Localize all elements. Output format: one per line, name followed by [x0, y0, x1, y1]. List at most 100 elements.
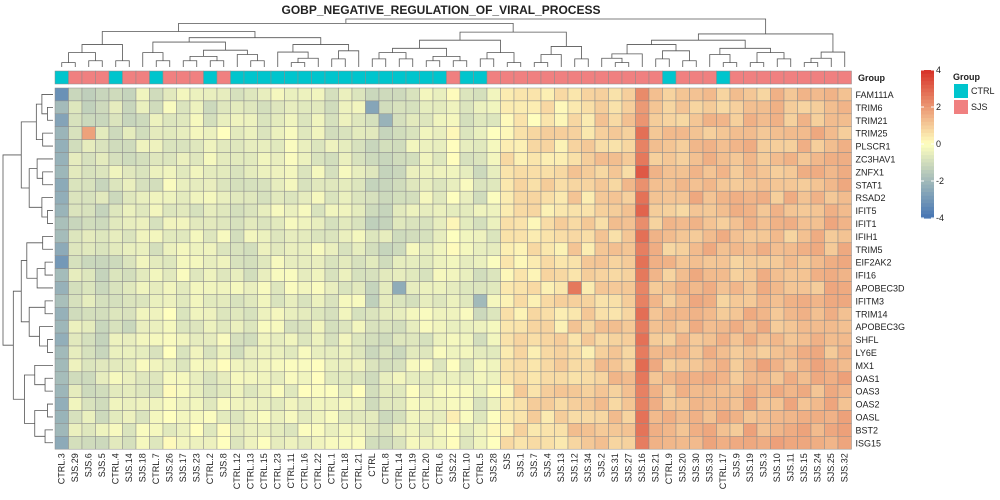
heatmap-cell — [824, 294, 839, 308]
colorbar-segment — [921, 199, 934, 204]
heatmap-cell — [162, 229, 177, 244]
heatmap-cell — [203, 294, 218, 308]
heatmap-cell — [662, 165, 677, 179]
heatmap-cell — [432, 371, 447, 385]
heatmap-cell — [81, 178, 96, 192]
heatmap-cell — [783, 345, 798, 360]
heatmap-cell — [324, 436, 339, 450]
heatmap-cell — [702, 203, 717, 218]
heatmap-cell — [108, 319, 123, 334]
heatmap-cell — [351, 190, 366, 205]
heatmap-cell — [581, 268, 596, 282]
heatmap-cell — [500, 100, 515, 115]
heatmap-cell — [189, 332, 204, 347]
heatmap-cell — [432, 126, 447, 140]
heatmap-cell — [810, 358, 825, 373]
heatmap-cell — [675, 203, 690, 218]
heatmap-cell — [365, 307, 380, 321]
heatmap-cell — [608, 87, 623, 102]
heatmap-cell — [351, 203, 366, 218]
colorbar-segment — [921, 125, 934, 130]
heatmap-cell — [122, 152, 137, 166]
heatmap-cell — [162, 319, 177, 334]
heatmap-cell — [770, 87, 785, 102]
heatmap-cell — [513, 165, 528, 179]
heatmap-cell — [365, 87, 380, 102]
heatmap-cell — [635, 178, 650, 192]
heatmap-cell — [689, 190, 704, 205]
heatmap-cell — [500, 242, 515, 256]
heatmap-cell — [797, 190, 812, 205]
heatmap-cell — [648, 100, 663, 115]
heatmap-cell — [432, 268, 447, 282]
heatmap-cell — [189, 358, 204, 373]
heatmap-cell — [770, 100, 785, 115]
heatmap-cell — [459, 268, 474, 282]
heatmap-cell — [324, 358, 339, 373]
heatmap-cell — [648, 384, 663, 398]
heatmap-cell — [203, 190, 218, 205]
heatmap-cell — [770, 216, 785, 231]
heatmap-cell — [419, 345, 434, 360]
column-label: SJS.31 — [610, 453, 620, 482]
heatmap-cell — [365, 165, 380, 179]
heatmap-cell — [54, 423, 69, 437]
heatmap-cell — [95, 229, 110, 244]
heatmap-cell — [135, 203, 150, 218]
heatmap-cell — [756, 87, 771, 102]
dendrogram-branch — [803, 62, 819, 67]
heatmap-cell — [567, 397, 582, 411]
heatmap-cell — [567, 242, 582, 256]
heatmap-cell — [311, 423, 326, 437]
heatmap-cell — [68, 229, 83, 244]
heatmap-cell — [756, 190, 771, 205]
heatmap-cell — [729, 319, 744, 334]
heatmap-cell — [351, 345, 366, 360]
heatmap-cell — [689, 319, 704, 334]
heatmap-cell — [365, 268, 380, 282]
heatmap-cell — [297, 345, 312, 360]
group-annotation-cell — [432, 70, 447, 85]
heatmap-cell — [230, 436, 245, 450]
heatmap-cell — [675, 126, 690, 140]
heatmap-cell — [324, 229, 339, 244]
heatmap-cell — [135, 87, 150, 102]
group-annotation-cell — [216, 70, 231, 85]
heatmap-cell — [149, 358, 164, 373]
heatmap-cell — [486, 178, 501, 192]
heatmap-cell — [756, 152, 771, 166]
heatmap-cell — [716, 100, 731, 115]
heatmap-cell — [284, 229, 299, 244]
group-annotation-cell — [743, 70, 758, 85]
heatmap-cell — [149, 165, 164, 179]
heatmap-cell — [513, 371, 528, 385]
row-label: EIF2AK2 — [856, 258, 892, 268]
heatmap-cell — [824, 126, 839, 140]
heatmap-cell — [621, 307, 636, 321]
heatmap-cell — [459, 384, 474, 398]
heatmap-cell — [486, 255, 501, 269]
heatmap-cell — [756, 113, 771, 127]
heatmap-cell — [783, 178, 798, 192]
heatmap-cell — [729, 332, 744, 347]
heatmap-cell — [81, 113, 96, 127]
heatmap-cell — [203, 178, 218, 192]
heatmap-cell — [203, 126, 218, 140]
heatmap-cell — [621, 281, 636, 295]
heatmap-cell — [297, 229, 312, 244]
heatmap-cell — [338, 139, 353, 153]
heatmap-cell — [122, 190, 137, 205]
heatmap-cell — [567, 139, 582, 153]
annotation-label: Group — [858, 73, 885, 83]
heatmap-cell — [108, 165, 123, 179]
heatmap-cell — [257, 371, 272, 385]
heatmap-cell — [824, 113, 839, 127]
heatmap-cell — [770, 319, 785, 334]
heatmap-cell — [635, 216, 650, 231]
heatmap-cell — [621, 139, 636, 153]
heatmap-cell — [662, 332, 677, 347]
heatmap-cell — [702, 268, 717, 282]
heatmap-cell — [162, 203, 177, 218]
group-annotation-bar — [54, 70, 852, 85]
heatmap-cell — [473, 126, 488, 140]
